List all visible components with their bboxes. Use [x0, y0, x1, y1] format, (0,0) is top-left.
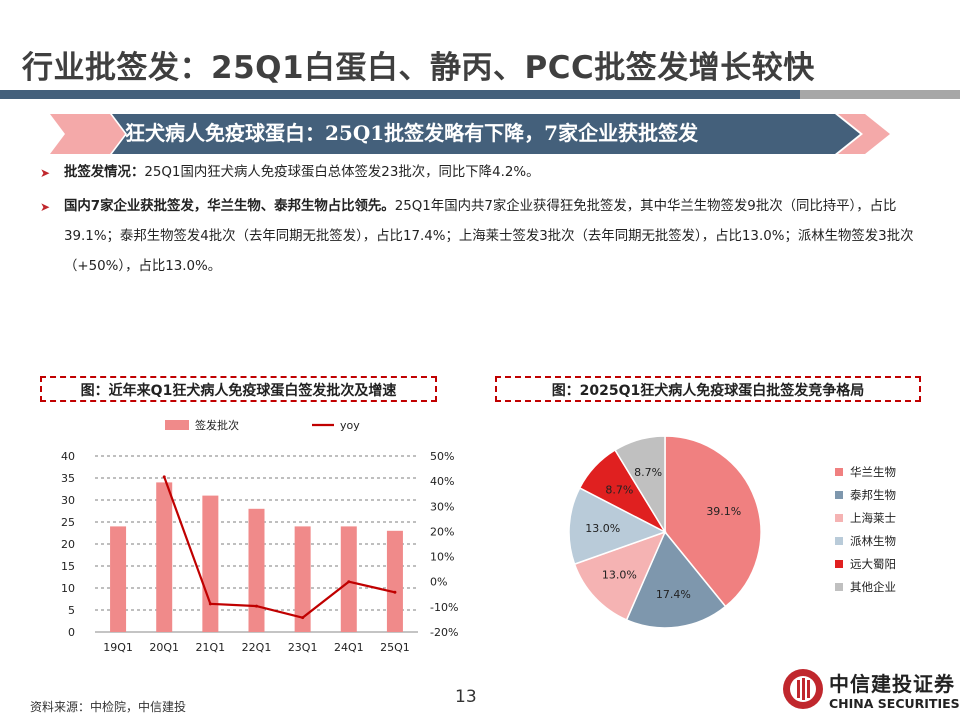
legend-swatch [835, 560, 843, 568]
bullet-lead: 批签发情况： [64, 165, 145, 180]
legend-label: 远大蜀阳 [850, 557, 896, 571]
bar-chart-caption: 图：近年来Q1狂犬病人免疫球蛋白签发批次及增速 [40, 376, 437, 402]
pie-slice [614, 435, 666, 535]
legend-label-bar: 签发批次 [195, 418, 239, 432]
legend-swatch [835, 491, 843, 499]
yoy-point [162, 475, 166, 479]
bullet-text: 25Q1国内狂犬病人免疫球蛋白总体签发23批次，同比下降4.2%。 [144, 165, 540, 180]
pie-slice [625, 530, 727, 629]
x-tick-label: 19Q1 [103, 641, 133, 654]
y2-tick-label: -10% [430, 601, 458, 614]
bullet-item: ➤ 批签发情况：25Q1国内狂犬病人免疫球蛋白总体签发23批次，同比下降4.2%… [40, 158, 930, 188]
company-logo: 中信建投证券 CHINA SECURITIES [782, 664, 960, 716]
y2-tick-label: 20% [430, 525, 454, 538]
x-tick-label: 23Q1 [288, 641, 318, 654]
page-title: 行业批签发：25Q1白蛋白、静丙、PCC批签发增长较快 [22, 50, 815, 86]
x-tick-label: 25Q1 [380, 641, 410, 654]
legend-label: 泰邦生物 [850, 488, 896, 502]
yoy-point [208, 602, 212, 606]
y-tick-label: 15 [61, 560, 75, 573]
title-underline [0, 90, 960, 99]
bar [110, 526, 127, 632]
y2-tick-label: 40% [430, 475, 454, 488]
legend-label: 派林生物 [850, 534, 896, 548]
y-tick-label: 25 [61, 516, 75, 529]
yoy-point [255, 604, 258, 608]
banner-blue-band [112, 114, 860, 154]
pie-value-label: 13.0% [585, 522, 620, 535]
x-tick-label: 20Q1 [149, 641, 179, 654]
pie-chart: 39.1% 17.4% 13.0% 13.0% 8.7%8.7% 华兰生物泰邦生物上海莱士… [568, 435, 896, 629]
pie-slice [664, 435, 762, 608]
title-underline-gray [800, 90, 960, 99]
legend-label: 上海莱士 [850, 511, 896, 525]
bullet-list: ➤ 批签发情况：25Q1国内狂犬病人免疫球蛋白总体签发23批次，同比下降4.2%… [40, 158, 930, 286]
bullet-lead: 国内7家企业获批签发，华兰生物、泰邦生物占比领先。 [64, 199, 395, 214]
pie-chart-caption: 图：2025Q1狂犬病人免疫球蛋白批签发竞争格局 [495, 376, 921, 402]
pie-value-label: 8.7% [605, 483, 633, 496]
chevron-right-icon: ➤ [40, 166, 51, 180]
legend-label-line: yoy [340, 419, 360, 432]
yoy-point [393, 590, 397, 594]
banner-left-chevron [50, 114, 125, 154]
bar-line-chart: 0 5 10 15 20 25 30 35 40 -20% -10% 0% 10% 20% 30% 40% 50… [61, 418, 458, 654]
pie-value-label: 17.4% [656, 588, 691, 601]
pie-value-label: 8.7% [634, 466, 662, 479]
legend-label: 华兰生物 [850, 465, 896, 479]
yoy-point [301, 616, 305, 620]
logo-chinese: 中信建投证券 [829, 672, 955, 696]
yoy-line [163, 476, 396, 619]
section-title: 狂犬病人免疫球蛋白：25Q1批签发略有下降，7家企业获批签发 [125, 121, 699, 145]
y2-tick-label: 10% [430, 551, 454, 564]
bar [340, 526, 357, 632]
y-tick-label: 10 [61, 582, 75, 595]
bar [386, 530, 403, 632]
legend-swatch [835, 468, 843, 476]
bullet-item: ➤ 国内7家企业获批签发，华兰生物、泰邦生物占比领先。25Q1年国内共7家企业获… [40, 192, 930, 282]
y2-tick-label: -20% [430, 626, 458, 639]
pie-slice [568, 486, 667, 566]
source-note: 资料来源：中检院，中信建投 [30, 700, 187, 714]
pie-slice [573, 530, 667, 621]
y2-tick-label: 50% [430, 450, 454, 463]
title-underline-blue [0, 90, 800, 99]
section-banner [50, 114, 890, 154]
legend-swatch [835, 583, 843, 591]
y-tick-label: 40 [61, 450, 75, 463]
y-tick-label: 20 [61, 538, 75, 551]
yoy-point [347, 580, 351, 584]
y-tick-label: 5 [68, 604, 75, 617]
x-tick-label: 22Q1 [242, 641, 272, 654]
bar [294, 526, 311, 632]
pie-value-label: 13.0% [602, 569, 637, 582]
china-securities-logo-icon [783, 669, 823, 709]
legend-swatch-bar [165, 420, 189, 430]
x-tick-label: 21Q1 [196, 641, 226, 654]
y2-tick-label: 0% [430, 576, 447, 589]
legend-label: 其他企业 [850, 580, 896, 594]
bar [248, 508, 265, 632]
y-tick-label: 0 [68, 626, 75, 639]
bar [156, 482, 173, 632]
y-tick-label: 35 [61, 472, 75, 485]
bullet-text: 25Q1年国内共7家企业获得狂免批签发，其中华兰生物签发9批次（同比持平），占比… [64, 199, 914, 274]
y-tick-label: 30 [61, 494, 75, 507]
banner-right-chevron [838, 114, 890, 154]
bar [202, 495, 219, 632]
logo-english: CHINA SECURITIES [829, 696, 960, 711]
chevron-right-icon: ➤ [40, 200, 51, 214]
legend-swatch [835, 537, 843, 545]
page-number: 13 [455, 687, 477, 707]
legend-swatch [835, 514, 843, 522]
y2-tick-label: 30% [430, 500, 454, 513]
pie-value-label: 39.1% [706, 505, 741, 518]
x-tick-label: 24Q1 [334, 641, 364, 654]
